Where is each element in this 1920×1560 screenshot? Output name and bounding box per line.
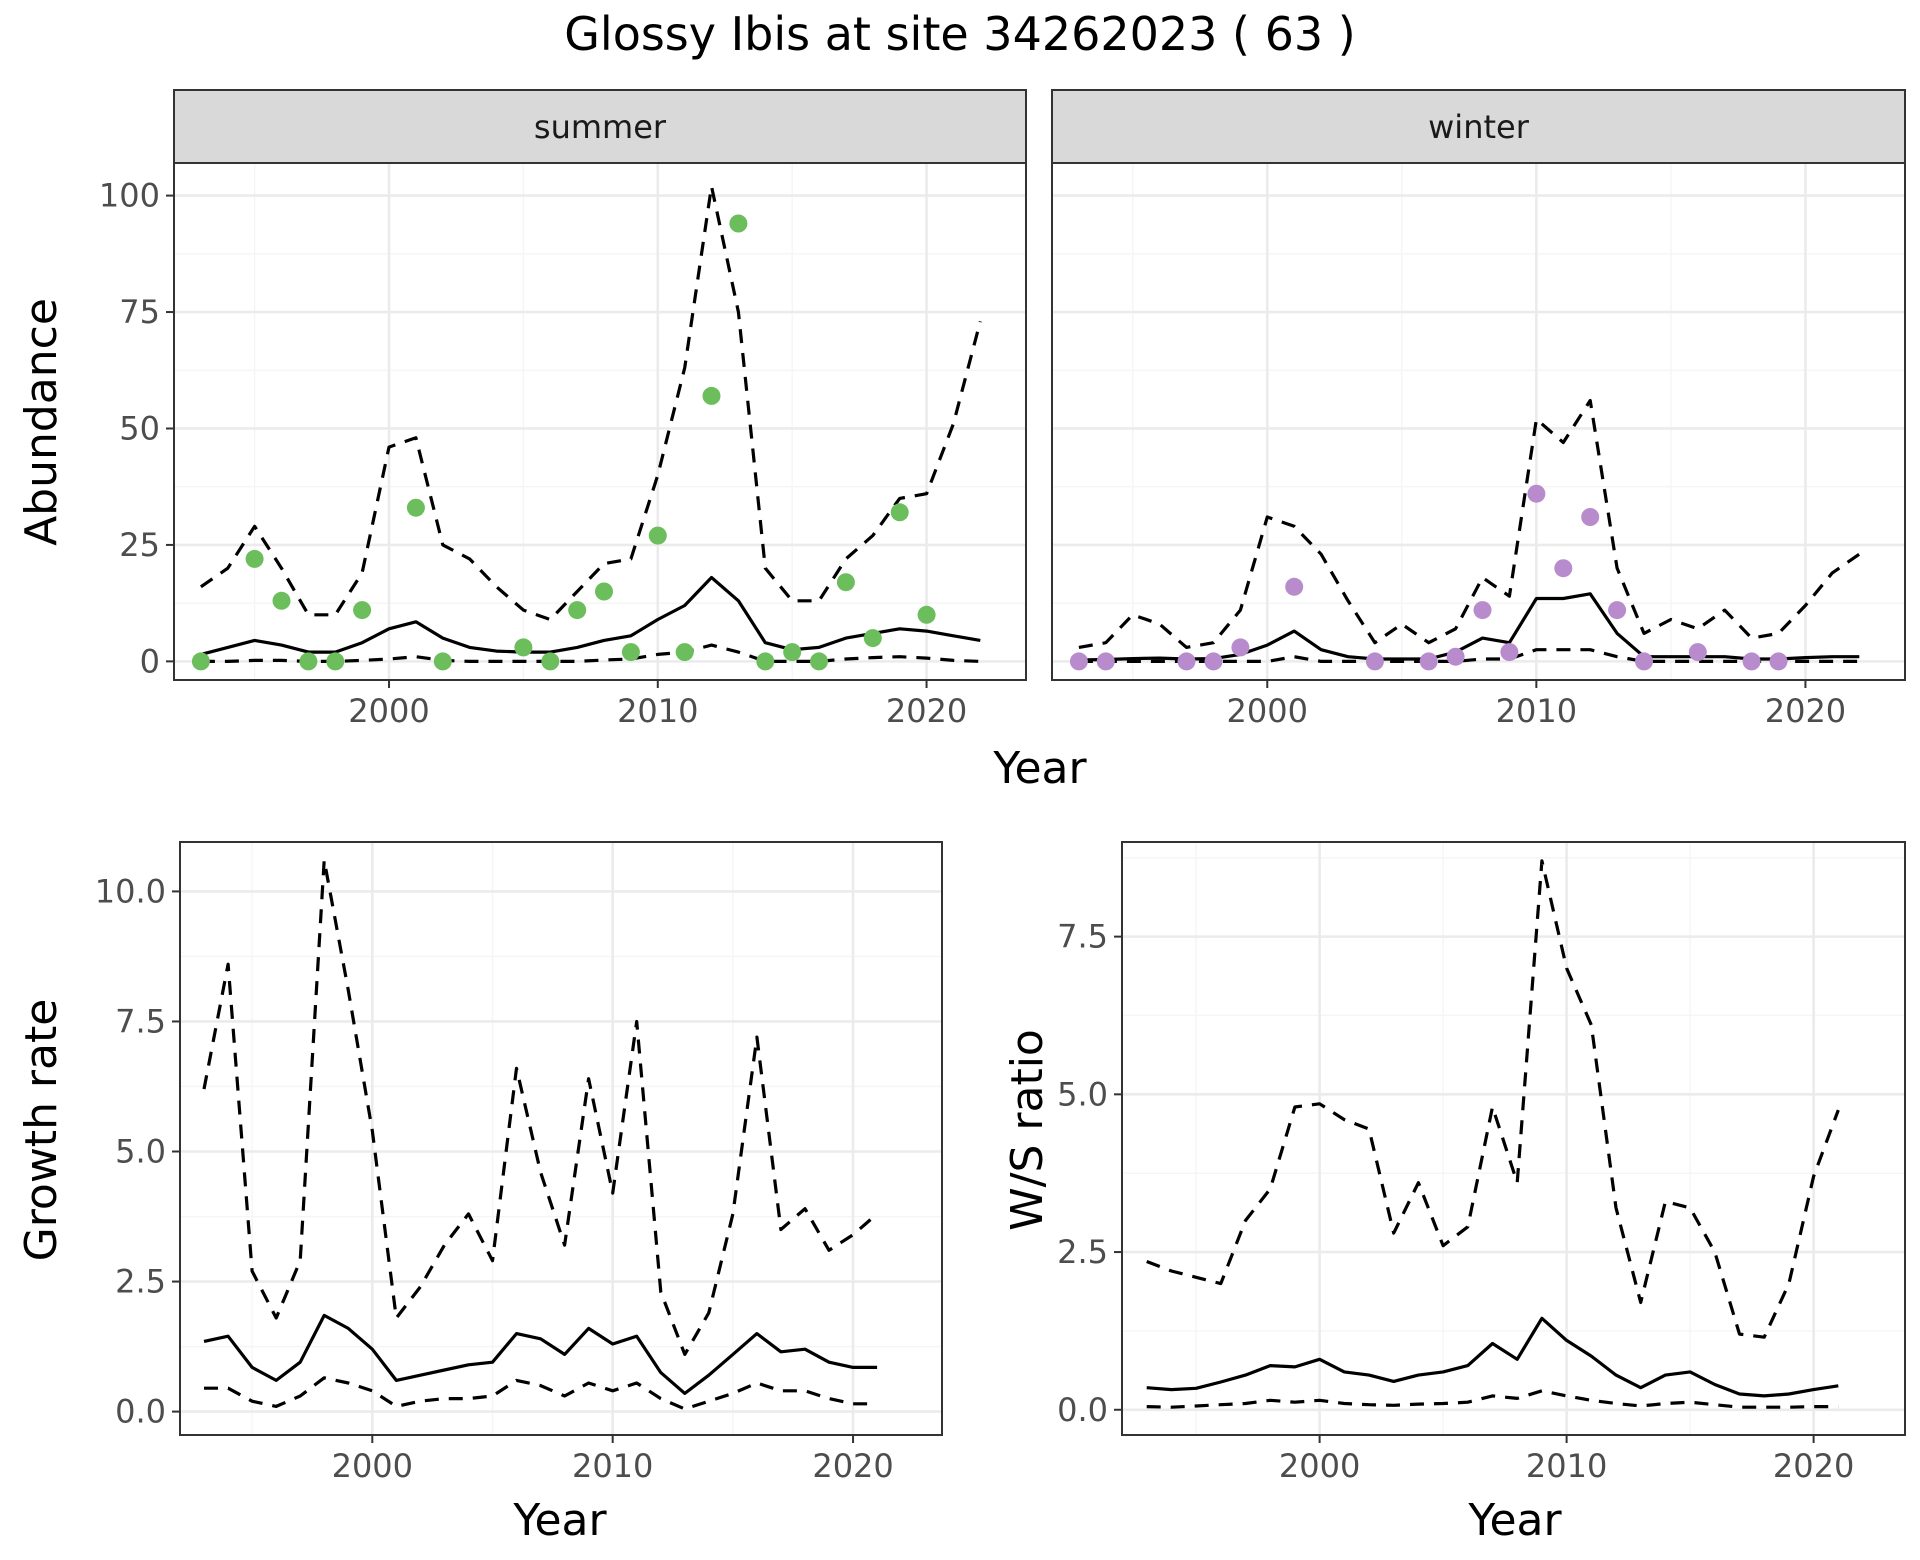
growth-panel-border (179, 841, 943, 1436)
abundance-summer-y-tick-label: 50 (119, 409, 160, 447)
growth-x-tick-label: 2000 (332, 1447, 413, 1485)
abundance-summer-y-tick-label: 100 (99, 177, 160, 215)
abundance-summer-x-tick-label: 2010 (617, 692, 698, 730)
abundance-y-axis-title: Abundance (16, 298, 67, 546)
abundance-summer-observed-point (568, 601, 587, 620)
ratio-y-tick-label: 2.5 (1057, 1233, 1108, 1271)
growth-y-tick-label: 7.5 (115, 1002, 166, 1040)
abundance-summer-observed-point (675, 643, 694, 662)
abundance-winter-observed-point (1231, 638, 1250, 657)
abundance-summer-observed-point (514, 638, 533, 657)
abundance-summer-observed-point (595, 582, 613, 601)
abundance-winter-observed-point (1177, 652, 1196, 671)
abundance-summer-y-tick-label: 75 (119, 293, 160, 331)
abundance-winter-observed-point (1365, 652, 1384, 671)
abundance-summer-observed-point (783, 643, 802, 662)
abundance-summer-x-tick-label: 2000 (348, 692, 429, 730)
growth-y-tick-label: 0.0 (115, 1393, 166, 1431)
ratio-panel-border (1121, 841, 1906, 1436)
ratio-y-tick-label: 7.5 (1057, 918, 1108, 956)
ratio-x-tick-label: 2000 (1279, 1447, 1360, 1485)
abundance-summer-strip (173, 89, 1027, 164)
ratio-x-axis-title: Year (1467, 1495, 1562, 1546)
abundance-summer-observed-point (353, 601, 372, 620)
abundance-winter-panel: winter 2000 2010 2020 (1051, 89, 1906, 730)
ratio-y-axis-title: W/S ratio (1002, 1029, 1053, 1231)
abundance-summer-observed-point (648, 526, 667, 545)
abundance-summer-observed-point (863, 629, 882, 648)
abundance-winter-observed-point (1473, 601, 1492, 620)
growth-median-line (203, 1313, 878, 1395)
growth-rate-chart: 2000 2010 2020 0.0 2.5 5.0 7.5 10.0 (95, 841, 943, 1485)
growth-y-tick-label: 5.0 (115, 1133, 166, 1171)
abundance-winter-observed-point (1446, 647, 1465, 666)
abundance-summer-observed-point (702, 386, 721, 405)
growth-x-axis-title: Year (512, 1495, 607, 1546)
abundance-summer-observed-point (433, 652, 452, 671)
growth-x-tick-label: 2010 (572, 1447, 653, 1485)
figure-title: Glossy Ibis at site 34262023 ( 63 ) (564, 7, 1355, 61)
abundance-x-axis-title: Year (992, 743, 1087, 794)
abundance-winter-observed-point (1527, 484, 1546, 503)
ratio-x-tick-label: 2020 (1773, 1447, 1854, 1485)
growth-y-tick-label: 10.0 (95, 872, 166, 910)
abundance-winter-observed-point (1096, 652, 1115, 671)
abundance-summer-y-tick-label: 0 (140, 642, 160, 680)
abundance-summer-observed-point (406, 498, 425, 517)
abundance-summer-panel-border (173, 162, 1027, 681)
abundance-summer-median-line (200, 575, 981, 656)
abundance-winter-upper-line (1078, 398, 1861, 649)
abundance-winter-observed-point (1419, 652, 1438, 671)
abundance-winter-x-tick-label: 2000 (1227, 692, 1308, 730)
abundance-winter-observed-point (1204, 652, 1223, 671)
abundance-summer-observed-point (299, 652, 318, 671)
ratio-median-line (1146, 1316, 1839, 1398)
abundance-summer-observed-point (756, 652, 775, 671)
growth-y-tick-label: 2.5 (115, 1263, 166, 1301)
abundance-chart: summer 2000 2010 2020 0 25 50 75 100 winter 2000 20… (99, 89, 1906, 730)
abundance-winter-observed-point (1608, 601, 1627, 620)
abundance-winter-observed-point (1500, 643, 1519, 662)
abundance-winter-observed-point (1069, 652, 1088, 671)
abundance-summer-observed-point (621, 643, 640, 662)
ws-ratio-chart: 2000 2010 2020 0.0 2.5 5.0 7.5 (1057, 841, 1906, 1485)
ratio-y-tick-label: 0.0 (1057, 1391, 1108, 1429)
abundance-winter-observed-point (1554, 559, 1573, 578)
abundance-winter-observed-point (1742, 652, 1761, 671)
growth-x-tick-label: 2020 (812, 1447, 893, 1485)
abundance-winter-x-tick-label: 2010 (1496, 692, 1577, 730)
abundance-summer-observed-point (272, 591, 291, 610)
abundance-winter-observed-point (1285, 577, 1304, 596)
ratio-lower-line (1146, 1389, 1839, 1409)
abundance-winter-observed-point (1769, 652, 1788, 671)
abundance-summer-panel: summer 2000 2010 2020 0 25 50 75 100 (99, 89, 1027, 730)
abundance-summer-observed-point (917, 605, 936, 624)
ratio-y-tick-label: 5.0 (1057, 1075, 1108, 1113)
abundance-summer-strip-label: summer (534, 108, 667, 146)
abundance-summer-observed-point (729, 214, 748, 233)
abundance-summer-observed-point (245, 549, 264, 568)
abundance-summer-observed-point (326, 652, 345, 671)
abundance-summer-observed-point (836, 573, 855, 592)
abundance-summer-x-tick-label: 2020 (886, 692, 967, 730)
ratio-x-tick-label: 2010 (1526, 1447, 1607, 1485)
growth-y-axis-title: Growth rate (16, 999, 67, 1262)
abundance-winter-strip (1051, 89, 1906, 164)
growth-lower-line (204, 1376, 878, 1411)
abundance-winter-observed-point (1581, 508, 1600, 526)
abundance-summer-y-tick-label: 25 (119, 526, 160, 564)
abundance-summer-observed-point (541, 652, 560, 671)
abundance-winter-strip-label: winter (1428, 108, 1530, 146)
ratio-upper-line (1146, 859, 1840, 1339)
abundance-summer-upper-line (199, 184, 982, 622)
abundance-winter-panel-border (1051, 162, 1906, 681)
abundance-winter-x-tick-label: 2020 (1765, 692, 1846, 730)
abundance-winter-observed-point (1688, 643, 1707, 662)
abundance-summer-observed-point (191, 652, 210, 671)
abundance-summer-observed-point (810, 652, 828, 671)
abundance-summer-observed-point (890, 503, 909, 522)
growth-upper-line (202, 858, 879, 1356)
abundance-winter-observed-point (1635, 652, 1653, 671)
